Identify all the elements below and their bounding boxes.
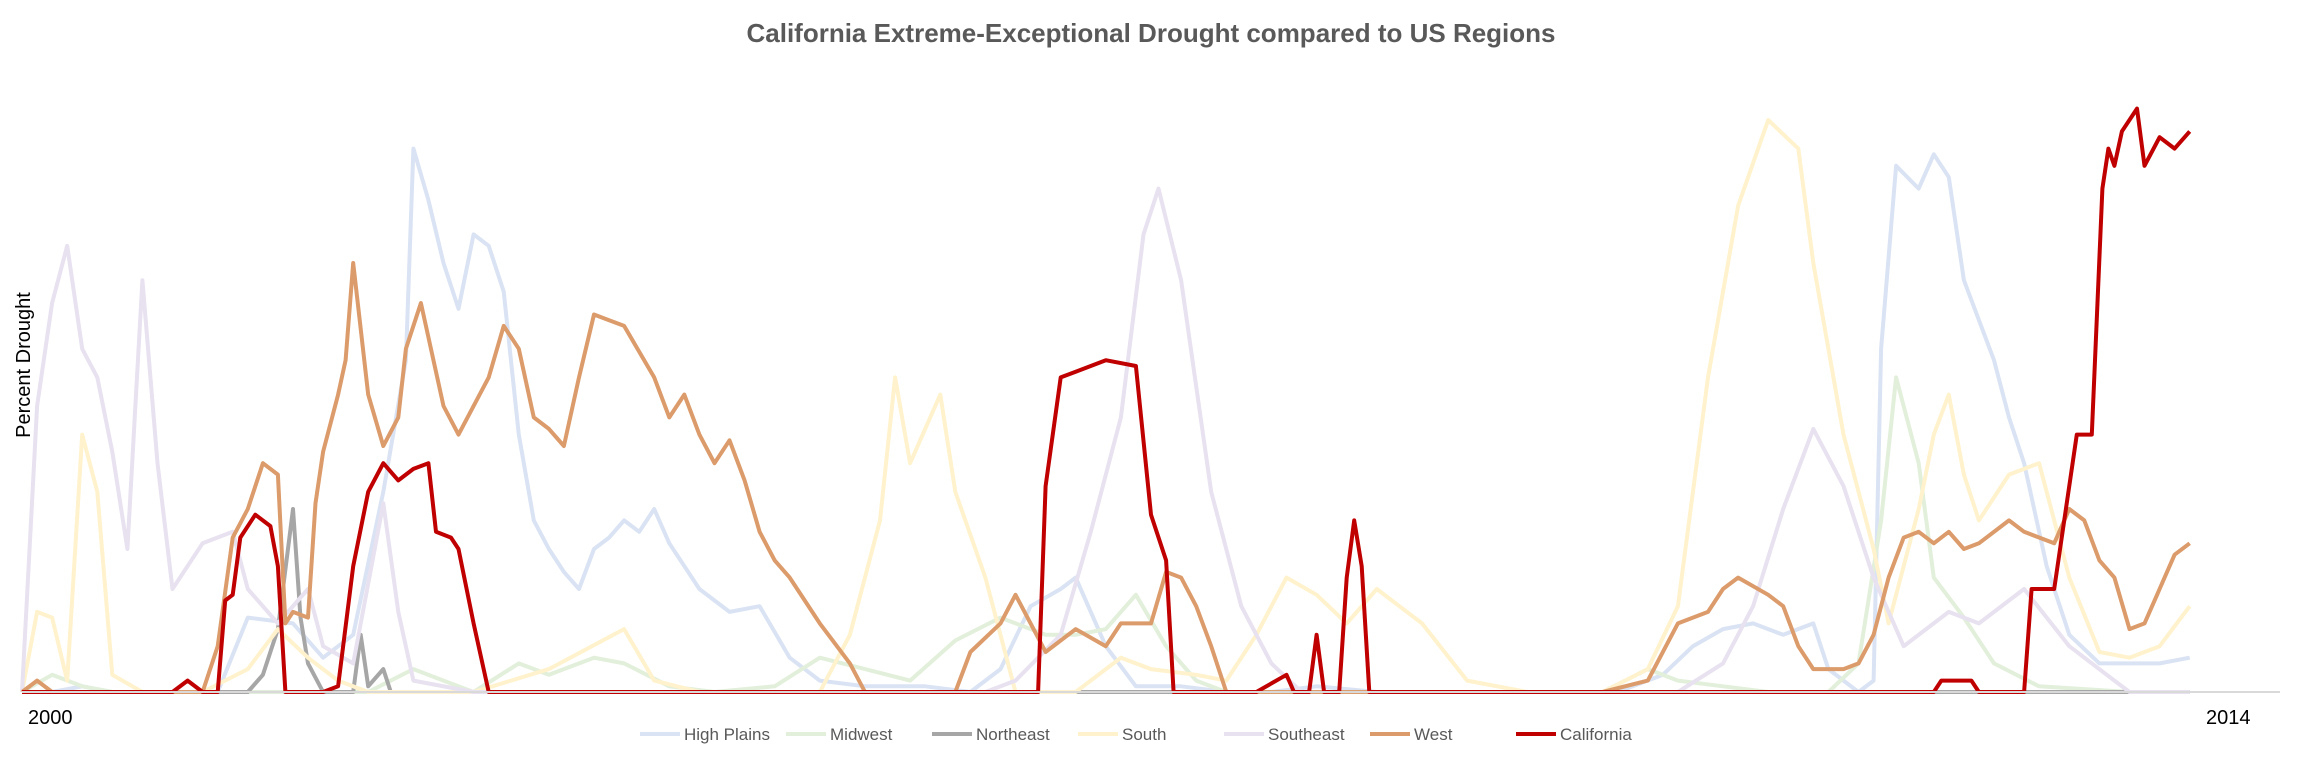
legend-label: California [1560, 725, 1632, 744]
legend-item-west: West [1370, 725, 1453, 744]
legend-label: High Plains [684, 725, 770, 744]
legend-label: West [1414, 725, 1453, 744]
series-line-midwest [21, 375, 2190, 694]
legend-label: Midwest [830, 725, 893, 744]
legend: High Plains Midwest Northeast South Southeas… [640, 725, 1632, 744]
legend-item-south: South [1078, 725, 1166, 744]
x-tick-label-end: 2014 [2206, 707, 2251, 729]
chart-title: California Extreme-Exceptional Drought c… [746, 18, 1555, 48]
legend-item-southeast: Southeast [1224, 725, 1345, 744]
legend-label: South [1122, 725, 1166, 744]
y-axis-label: Percent Drought [13, 292, 35, 438]
legend-label: Northeast [976, 725, 1050, 744]
series-line-california [22, 106, 2192, 694]
x-tick-label-start: 2000 [28, 707, 73, 729]
legend-item-northeast: Northeast [932, 725, 1050, 744]
series-line-high-plains [22, 146, 2191, 694]
legend-item-midwest: Midwest [786, 725, 893, 744]
legend-item-high-plains: High Plains [640, 725, 770, 744]
series-line-south [20, 118, 2192, 694]
series-layer [20, 106, 2192, 694]
legend-label: Southeast [1268, 725, 1345, 744]
legend-item-california: California [1516, 725, 1632, 744]
